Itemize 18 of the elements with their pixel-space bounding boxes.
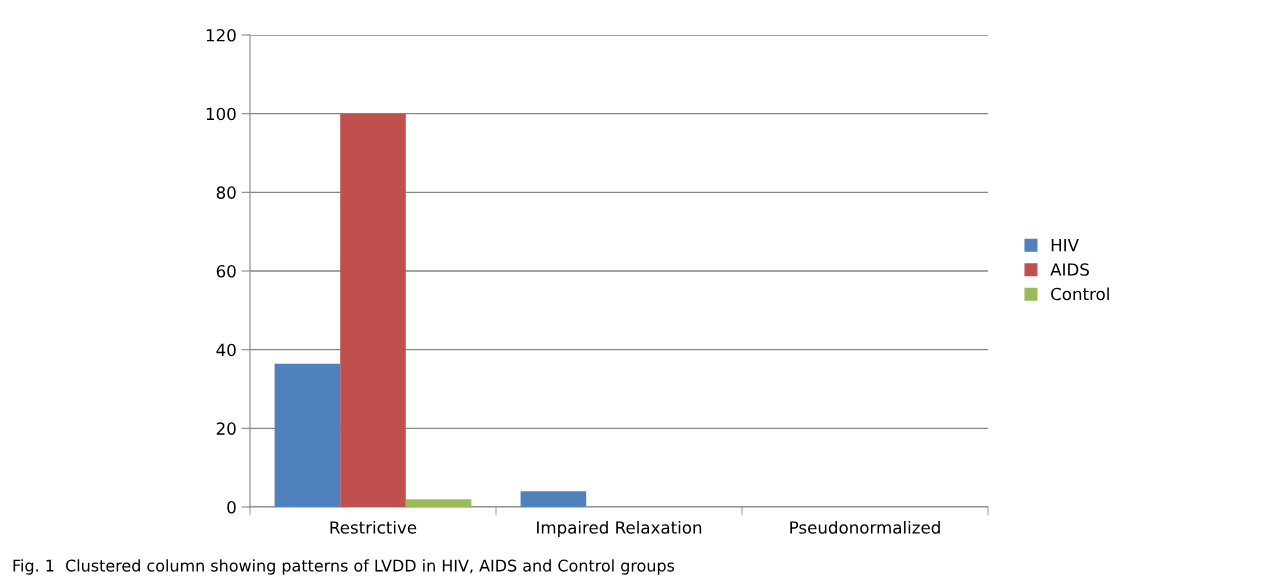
caption: Fig. 1 Clustered column showing patterns of LVDD in HIV, AIDS and Control groups	[13, 559, 675, 575]
y-tick-label: 120	[206, 28, 236, 42]
bar	[340, 113, 406, 507]
y-tick-label: 80	[216, 186, 236, 199]
y-tick-label: 100	[206, 107, 236, 121]
x-tick-label: Restrictive	[330, 520, 417, 534]
bar	[520, 491, 587, 507]
x-tick-label: Impaired Relaxation	[537, 520, 702, 538]
x-tick-label: Pseudonormalized	[790, 520, 940, 534]
y-tick-label: 60	[216, 264, 236, 278]
legend-label: HIV	[1051, 238, 1079, 252]
legend-label: Control	[1051, 287, 1109, 301]
y-tick-label: 20	[216, 422, 236, 435]
bar	[274, 363, 341, 507]
y-tick-label: 0	[227, 500, 236, 514]
bar	[405, 499, 472, 507]
legend-label: AIDS	[1050, 263, 1089, 276]
y-tick-label: 40	[216, 343, 236, 357]
